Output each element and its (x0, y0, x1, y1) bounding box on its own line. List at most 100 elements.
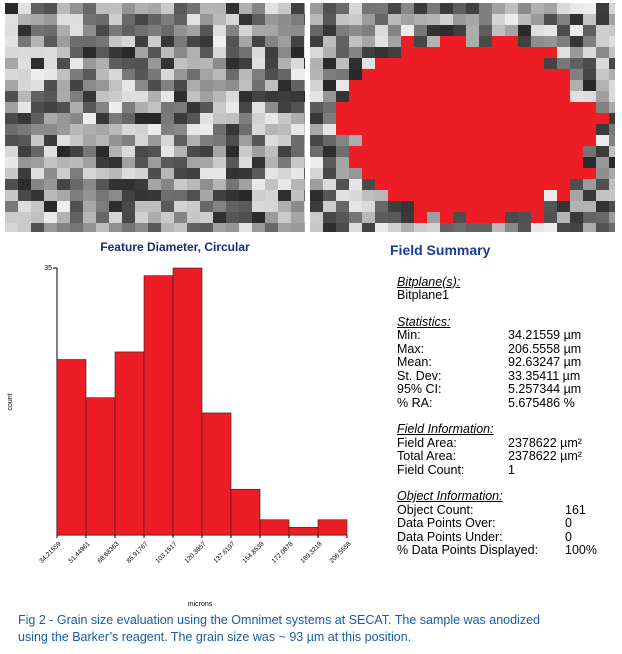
grain (323, 157, 336, 168)
x-tick-label: 103.1517 (154, 540, 178, 564)
grain (161, 36, 174, 47)
grain (226, 3, 239, 14)
grain (362, 168, 375, 179)
grain (609, 135, 615, 146)
grain (557, 80, 570, 91)
grain (174, 14, 187, 25)
grain (479, 47, 492, 58)
grain (57, 91, 70, 102)
grain (388, 157, 401, 168)
grain (427, 190, 440, 201)
grain (570, 102, 583, 113)
grain (401, 135, 414, 146)
grain (161, 168, 174, 179)
grain (323, 113, 336, 124)
grain (375, 146, 388, 157)
grain (505, 113, 518, 124)
grain (531, 14, 544, 25)
grain (31, 91, 44, 102)
grain (336, 14, 349, 25)
grain (5, 223, 18, 232)
grain (505, 168, 518, 179)
grain (31, 212, 44, 223)
grain (570, 58, 583, 69)
summary-section: Field Information: Field Area: 2378622 µm²… (397, 422, 620, 478)
grain (427, 157, 440, 168)
grain (557, 157, 570, 168)
grain (239, 201, 252, 212)
grain (466, 80, 479, 91)
grain (375, 58, 388, 69)
grain (96, 190, 109, 201)
grain (401, 113, 414, 124)
grain (57, 157, 70, 168)
grain (70, 168, 83, 179)
grain (122, 80, 135, 91)
grain (505, 47, 518, 58)
x-tick-label: 120.3857 (183, 540, 207, 564)
grain (187, 3, 200, 14)
grain (122, 91, 135, 102)
grain (174, 179, 187, 190)
grain (349, 124, 362, 135)
grain (278, 146, 291, 157)
grain (5, 157, 18, 168)
grain (531, 168, 544, 179)
grain (375, 14, 388, 25)
grain (226, 146, 239, 157)
grain (174, 113, 187, 124)
row-label: Total Area: (397, 449, 457, 463)
section-heading: Object Information: (397, 489, 503, 503)
micrographs (5, 3, 615, 232)
bar (114, 351, 145, 536)
grain (226, 223, 239, 232)
grain (583, 14, 596, 25)
grain (265, 190, 278, 201)
grain (161, 25, 174, 36)
grain (83, 135, 96, 146)
grain (252, 102, 265, 113)
grain (518, 91, 531, 102)
grain (44, 91, 57, 102)
grain (414, 157, 427, 168)
grain (479, 69, 492, 80)
grain (544, 179, 557, 190)
grain (122, 157, 135, 168)
grain (96, 80, 109, 91)
grain (70, 69, 83, 80)
grain (200, 47, 213, 58)
summary-row: 95% CI: 5.257344 µm (397, 382, 620, 397)
grain (453, 179, 466, 190)
summary-row: Field Count: 1 (397, 463, 620, 478)
grain (96, 113, 109, 124)
grain (596, 36, 609, 47)
grain (252, 190, 265, 201)
grain (531, 91, 544, 102)
grain (544, 135, 557, 146)
grain (609, 3, 615, 14)
grain (291, 113, 304, 124)
grain (174, 25, 187, 36)
grain (388, 190, 401, 201)
grain (531, 124, 544, 135)
grain (252, 36, 265, 47)
grain (570, 80, 583, 91)
grain (544, 212, 557, 223)
grain (291, 47, 304, 58)
grain (83, 190, 96, 201)
grain (362, 190, 375, 201)
grain (570, 3, 583, 14)
grain (531, 201, 544, 212)
grain (531, 47, 544, 58)
grain (427, 36, 440, 47)
grain (505, 25, 518, 36)
grain (291, 146, 304, 157)
grain (174, 168, 187, 179)
grain (304, 124, 305, 135)
grain (596, 113, 609, 124)
grain (265, 212, 278, 223)
grain (362, 146, 375, 157)
summary-row: Object Count: 161 (397, 503, 620, 518)
grain (5, 91, 18, 102)
grain (492, 91, 505, 102)
